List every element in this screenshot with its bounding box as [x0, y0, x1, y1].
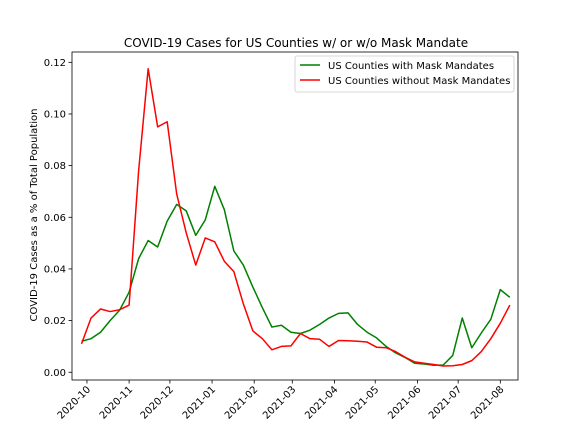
- y-tick-label: 0.08: [44, 161, 66, 172]
- y-tick-label: 0.00: [44, 368, 66, 379]
- y-tick-label: 0.06: [44, 213, 66, 224]
- legend: US Counties with Mask Mandates US Counti…: [294, 55, 515, 93]
- series-group: [80, 68, 511, 367]
- y-tick-label: 0.02: [44, 316, 66, 327]
- y-tick-label: 0.10: [44, 109, 66, 120]
- y-ticks: 0.00 0.02 0.04 0.06 0.08 0.10 0.12: [44, 58, 72, 379]
- y-tick-label: 0.04: [44, 264, 66, 275]
- legend-label-without-mandates: US Counties without Mask Mandates: [328, 76, 510, 87]
- y-tick-label: 0.12: [44, 58, 66, 69]
- y-axis-label: COVID-19 Cases as a % of Total Populatio…: [29, 109, 40, 322]
- legend-label-with-mandates: US Counties with Mask Mandates: [328, 61, 494, 72]
- plot-frame: [71, 51, 519, 381]
- chart-title: COVID-19 Cases for US Counties w/ or w/o…: [124, 36, 468, 50]
- legend-box: [294, 55, 515, 93]
- series-line-without-mandates: [80, 68, 511, 367]
